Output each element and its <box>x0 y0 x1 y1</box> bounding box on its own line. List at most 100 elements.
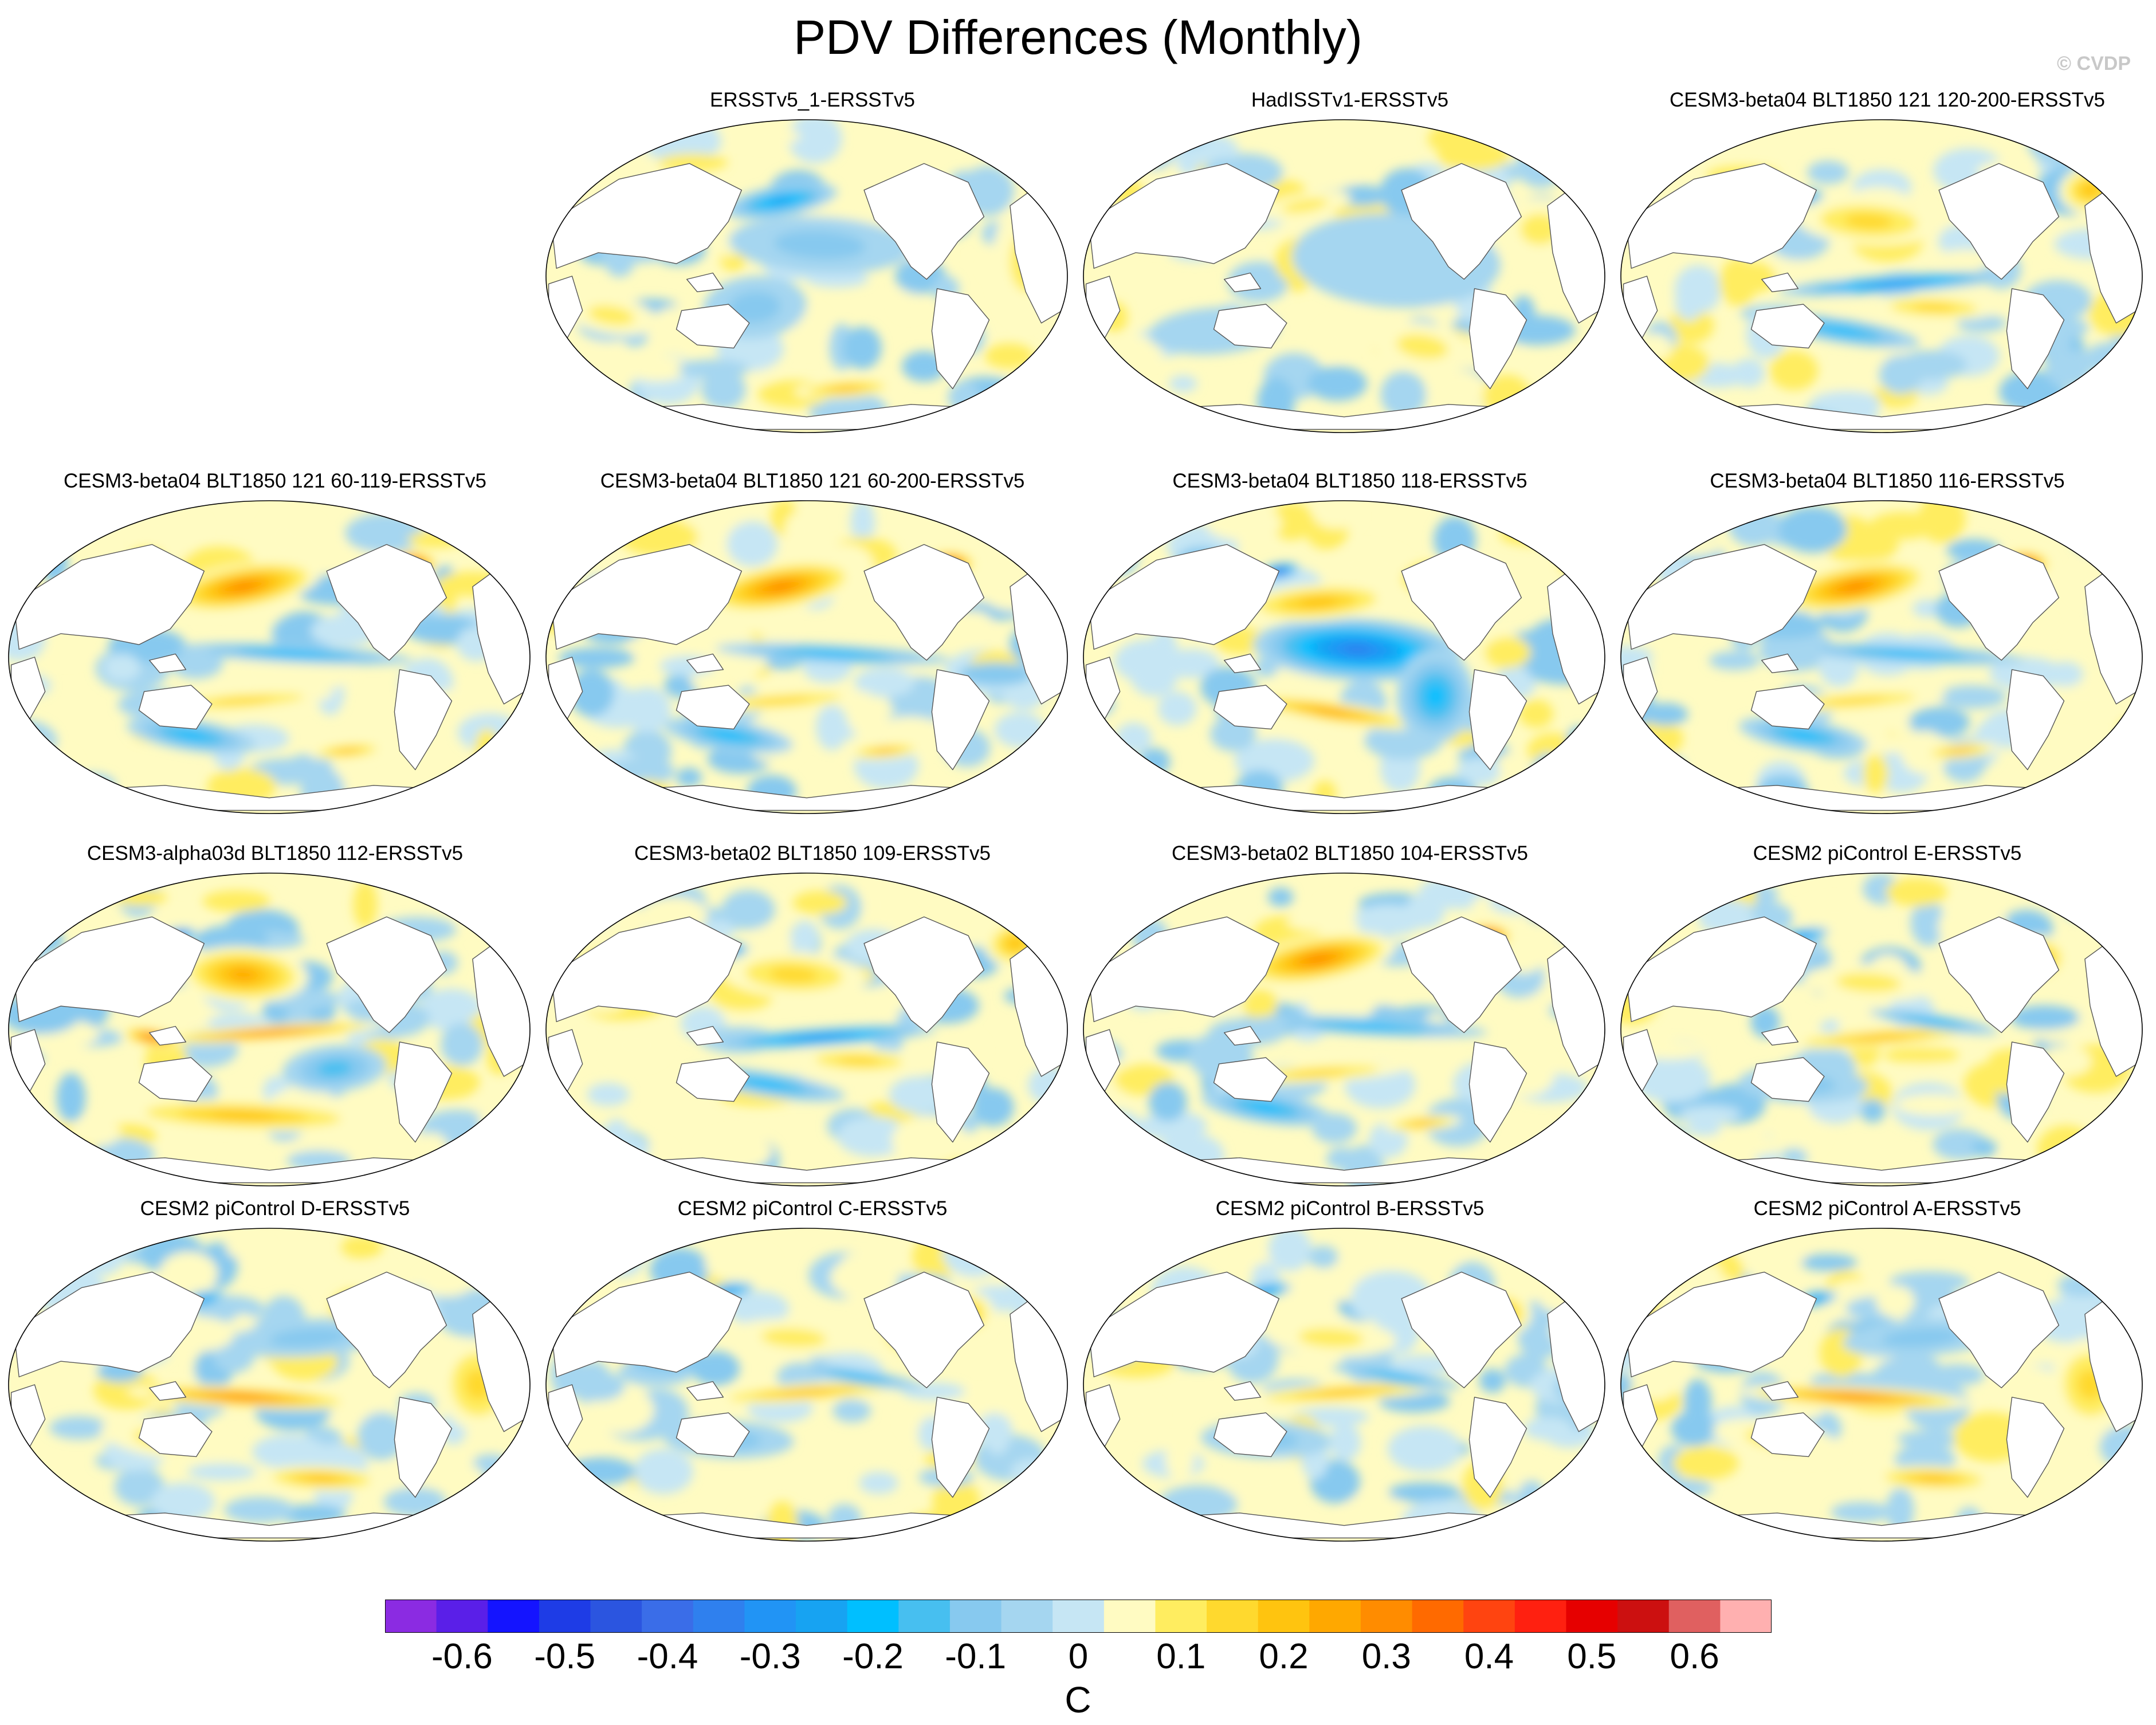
panel-title: CESM3-beta04 BLT1850 121 120-200-ERSSTv5 <box>1669 89 2106 111</box>
map-panel: CESM3-beta02 BLT1850 104-ERSSTv5 <box>1081 839 1619 1212</box>
anomaly-patch <box>1366 1228 1412 1269</box>
anomaly-patch <box>1137 136 1175 170</box>
anomaly-patch <box>1621 1483 1643 1517</box>
anomaly-contour <box>175 730 207 740</box>
anomaly-contour <box>1250 1103 1282 1113</box>
anomaly-patch <box>1097 537 1140 576</box>
anomaly-patch <box>1352 904 1425 936</box>
anomaly-patch <box>2027 120 2103 167</box>
colorbar-box <box>539 1600 591 1633</box>
landmass <box>148 653 187 673</box>
landmass <box>394 1042 453 1143</box>
anomaly-patch <box>1479 1369 1506 1393</box>
anomaly-contour <box>1843 582 1868 591</box>
anomaly-patch <box>239 661 263 689</box>
colorbar-box <box>898 1600 951 1633</box>
anomaly-patch <box>45 501 95 541</box>
world-map <box>545 119 1068 433</box>
colorbar-tick-label: -0.3 <box>739 1637 801 1676</box>
anomaly-patch <box>854 667 915 697</box>
anomaly-patch <box>1326 1147 1359 1170</box>
colorbar-tick-label: -0.1 <box>945 1637 1007 1676</box>
anomaly-patch <box>1895 1094 1970 1116</box>
anomaly-patch <box>1655 535 1724 556</box>
anomaly-patch <box>1912 599 1942 618</box>
landmass <box>13 544 205 650</box>
landmass <box>138 685 213 730</box>
anomaly-patch <box>77 1233 126 1276</box>
cvdp-watermark: © CVDP <box>2057 53 2131 74</box>
world-map <box>1620 500 2143 814</box>
anomaly-patch <box>971 1087 1014 1127</box>
anomaly-patch <box>587 1083 630 1106</box>
anomaly-patch <box>837 1116 910 1157</box>
colorbar-box <box>1617 1600 1670 1633</box>
anomaly-patch <box>733 127 801 146</box>
landmass <box>1213 1412 1287 1457</box>
landmass <box>686 1381 724 1401</box>
anomaly-patch <box>1910 899 1945 946</box>
world-map <box>545 873 1068 1186</box>
anomaly-patch <box>1150 628 1177 675</box>
anomaly-patch <box>959 662 1033 686</box>
anomaly-patch <box>1388 1482 1460 1503</box>
anomaly-patch <box>1860 1098 1886 1123</box>
anomaly-patch <box>1621 1103 1653 1141</box>
landmass <box>1088 916 1279 1023</box>
anomaly-patch <box>1886 878 1948 907</box>
anomaly-patch <box>1318 898 1352 928</box>
map-panel: CESM2 piControl E-ERSSTv5 <box>1618 839 2156 1212</box>
anomaly-patch <box>441 1023 483 1066</box>
anomaly-patch <box>17 739 50 763</box>
anomaly-patch <box>104 654 141 682</box>
anomaly-patch <box>1563 1266 1605 1295</box>
panel-title: CESM2 piControl B-ERSSTv5 <box>1215 1197 1485 1220</box>
anomaly-patch <box>514 709 530 749</box>
anomaly-contour <box>780 1389 833 1396</box>
anomaly-patch <box>151 1483 215 1521</box>
anomaly-contour <box>230 969 257 981</box>
map-panel: CESM3-beta04 BLT1850 118-ERSSTv5 <box>1081 467 1619 839</box>
map-border <box>545 119 1068 433</box>
colorbar-tick-label: 0.1 <box>1156 1637 1206 1676</box>
anomaly-patch <box>2095 141 2142 182</box>
landmass <box>326 916 447 1034</box>
anomaly-patch <box>1083 555 1110 583</box>
anomaly-patch <box>1919 316 1944 340</box>
anomaly-patch <box>788 120 842 164</box>
anomaly-contour <box>768 582 794 591</box>
anomaly-contour <box>875 749 895 753</box>
map-panel: ERSSTv5_1-ERSSTv5 <box>543 86 1082 458</box>
landmass <box>931 669 990 771</box>
anomaly-patch <box>54 639 83 663</box>
anomaly-patch <box>1875 1285 1915 1318</box>
anomaly-patch <box>1719 258 1758 307</box>
anomaly-patch <box>1565 146 1605 178</box>
anomaly-contour <box>2082 184 2098 197</box>
landmass <box>1213 685 1287 730</box>
panel-title: CESM3-beta04 BLT1850 121 60-200-ERSSTv5 <box>600 470 1025 492</box>
anomaly-patch <box>1889 1271 1970 1292</box>
anomaly-patch <box>1807 160 1849 184</box>
anomaly-patch <box>1484 637 1531 668</box>
map-panel: CESM2 piControl A-ERSSTv5 <box>1618 1194 2156 1567</box>
anomaly-patch <box>1518 700 1554 728</box>
anomaly-patch <box>1329 547 1406 581</box>
anomaly-patch <box>1343 307 1368 326</box>
colorbar-box <box>385 1600 437 1633</box>
anomaly-patch <box>187 1463 257 1480</box>
anomaly-patch <box>1831 1502 1892 1523</box>
colorbar-box <box>1103 1600 1156 1633</box>
anomaly-patch <box>1205 505 1282 541</box>
landmass <box>1401 1271 1522 1389</box>
anomaly-patch <box>1938 685 2006 709</box>
colorbar-box <box>590 1600 642 1633</box>
anomaly-contour <box>712 730 745 740</box>
anomaly-contour <box>1313 708 1349 716</box>
anomaly-patch <box>1148 1082 1187 1122</box>
anomaly-patch <box>1268 1228 1312 1272</box>
anomaly-contour <box>1341 1023 1400 1030</box>
anomaly-patch <box>9 752 39 800</box>
anomaly-contour <box>1412 1121 1432 1126</box>
landmass <box>2006 288 2065 390</box>
